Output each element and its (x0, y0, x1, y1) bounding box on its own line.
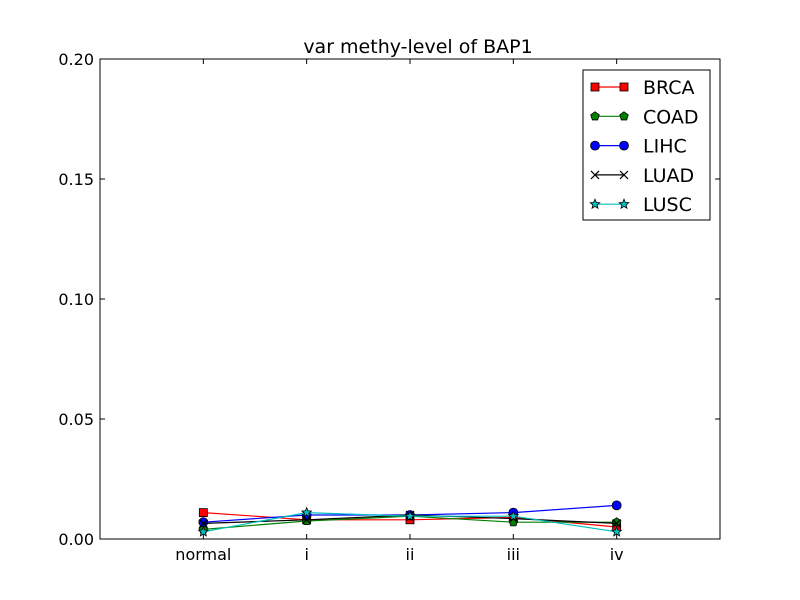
data-point-lusc (197, 525, 210, 537)
legend-marker-coad (619, 111, 629, 121)
data-point-lihc (611, 500, 622, 511)
data-point-brca (198, 508, 208, 518)
y-tick-label: 0.15 (58, 170, 94, 189)
legend-marker-luad (619, 170, 629, 180)
y-tick-label: 0.00 (58, 530, 94, 549)
x-tick-label: i (304, 545, 308, 564)
legend-marker-lusc (589, 198, 601, 210)
legend-marker-brca (619, 82, 629, 92)
legend-label-luad: LUAD (643, 165, 694, 187)
data-point-luad (198, 518, 208, 528)
legend-label-brca: BRCA (643, 77, 695, 99)
x-tick-label: iii (507, 545, 520, 564)
data-point-lusc (610, 525, 623, 537)
data-point-luad (302, 515, 312, 525)
plot-area (99, 58, 721, 540)
legend-marker-lihc (619, 140, 629, 151)
chart-title: var methy-level of BAP1 (303, 36, 532, 58)
y-tick-label: 0.10 (58, 290, 94, 309)
legend-label-lusc: LUSC (643, 194, 692, 216)
y-tick-label: 0.05 (58, 410, 94, 429)
legend-label-coad: COAD (643, 106, 699, 128)
data-point-lihc (198, 517, 209, 528)
legend-marker-brca (590, 82, 600, 92)
legend-label-lihc: LIHC (643, 136, 687, 158)
legend-marker-luad (590, 170, 600, 180)
x-tick-label: normal (175, 545, 231, 564)
data-point-lusc (507, 510, 520, 522)
legend-marker-lusc (618, 198, 630, 210)
x-tick-label: ii (406, 545, 415, 564)
x-tick-label: iv (610, 545, 624, 564)
legend-marker-lihc (590, 140, 600, 151)
data-point-lusc (300, 506, 313, 518)
data-point-lusc (404, 510, 416, 522)
y-tick-label: 0.20 (58, 50, 94, 69)
data-point-luad (612, 518, 622, 528)
legend-marker-coad (590, 111, 600, 121)
